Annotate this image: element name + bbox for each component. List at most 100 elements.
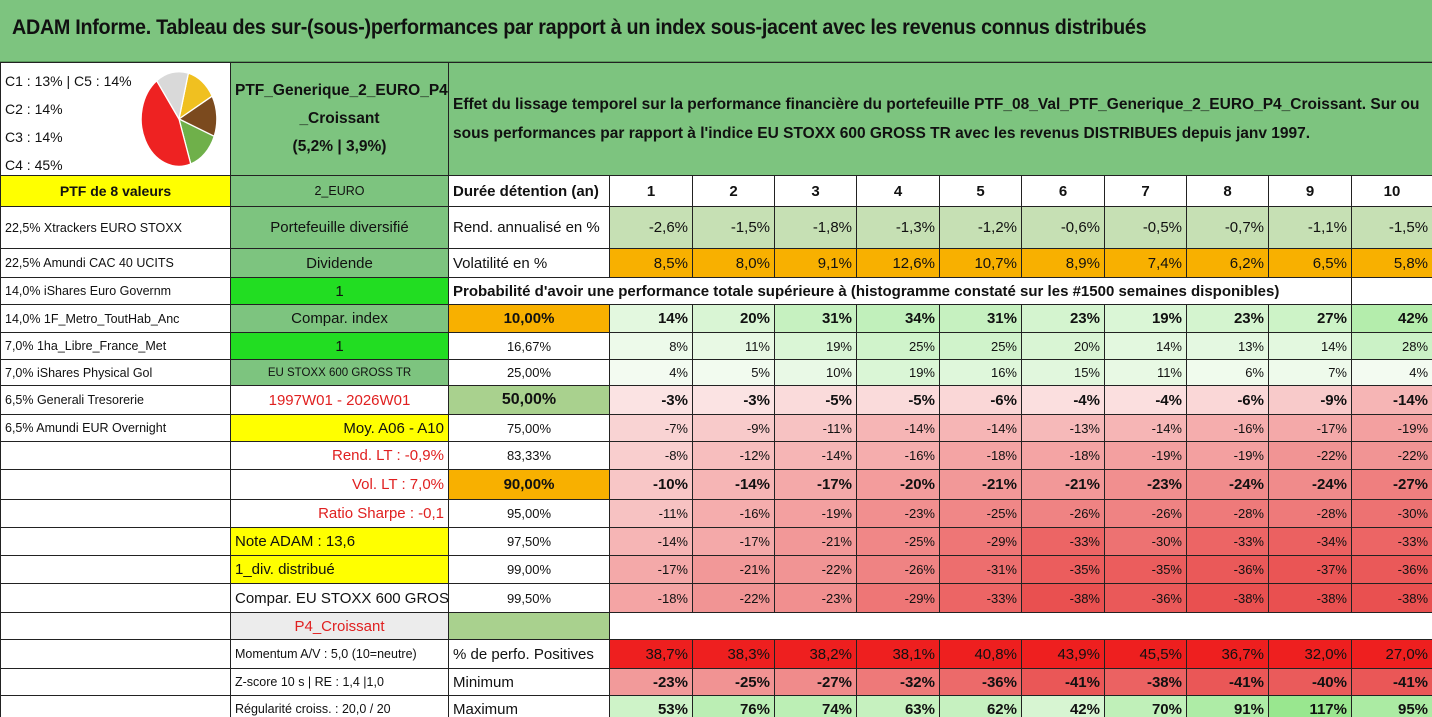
probability-value: -14% xyxy=(1350,385,1432,415)
rend-label: Rend. annualisé en % xyxy=(448,206,610,249)
probability-value: -23% xyxy=(774,583,857,613)
probability-value: -23% xyxy=(856,499,940,528)
maximum-value: 63% xyxy=(856,695,940,717)
holding: 6,5% Generali Tresorerie xyxy=(0,385,231,415)
rend-value: -1,3% xyxy=(856,206,940,249)
minimum-value: -38% xyxy=(1104,668,1187,696)
probability-value: -16% xyxy=(1186,414,1269,442)
year-header: 9 xyxy=(1268,175,1352,207)
maximum-label: Maximum xyxy=(448,695,610,717)
probability-value: -38% xyxy=(1350,583,1432,613)
probability-value: -19% xyxy=(774,499,857,528)
probability-value: 23% xyxy=(1021,304,1105,333)
minimum-value: -36% xyxy=(939,668,1022,696)
zscore: Z-score 10 s | RE : 1,4 |1,0 xyxy=(230,668,449,696)
probability-threshold: 90,00% xyxy=(448,469,610,500)
holding: 7,0% iShares Physical Gol xyxy=(0,359,231,386)
empty-cell xyxy=(0,695,231,717)
rend-value: -0,7% xyxy=(1186,206,1269,249)
probability-threshold: 95,00% xyxy=(448,499,610,528)
probability-value: -37% xyxy=(1268,555,1352,584)
pie-label: C3 : 14% xyxy=(5,129,63,145)
probability-value: -38% xyxy=(1186,583,1269,613)
positives-label: % de perfo. Positives xyxy=(448,639,610,669)
probability-value: 15% xyxy=(1021,359,1105,386)
probability-value: 4% xyxy=(609,359,693,386)
probability-value: -22% xyxy=(774,555,857,584)
probability-value: -14% xyxy=(1104,414,1187,442)
probability-threshold: 83,33% xyxy=(448,441,610,470)
compar-index-value: 1 xyxy=(230,332,449,360)
probability-value: 27% xyxy=(1268,304,1352,333)
pie-slice-c5 xyxy=(155,71,190,121)
minimum-label: Minimum xyxy=(448,668,610,696)
probability-value: -6% xyxy=(939,385,1022,415)
empty-cell xyxy=(0,639,231,669)
probability-label: Probabilité d'avoir une performance tota… xyxy=(448,277,1352,305)
probability-value: -12% xyxy=(692,441,775,470)
probability-value: -22% xyxy=(1268,441,1352,470)
probability-value: -38% xyxy=(1021,583,1105,613)
positives-value: 40,8% xyxy=(939,639,1022,669)
probability-value: -33% xyxy=(939,583,1022,613)
maximum-value: 62% xyxy=(939,695,1022,717)
year-header: 10 xyxy=(1350,175,1432,207)
probability-value: 20% xyxy=(1021,332,1105,360)
probability-value: -6% xyxy=(1186,385,1269,415)
probability-value: 28% xyxy=(1350,332,1432,360)
year-header: 6 xyxy=(1021,175,1105,207)
portfolio-currency: 2_EURO xyxy=(230,175,449,207)
year-header: 1 xyxy=(609,175,693,207)
vol-value: 10,7% xyxy=(939,248,1022,278)
probability-value: -30% xyxy=(1350,499,1432,528)
probability-threshold: 99,50% xyxy=(448,583,610,613)
probability-value: -25% xyxy=(856,527,940,556)
maximum-value: 42% xyxy=(1021,695,1105,717)
probability-value: -36% xyxy=(1350,555,1432,584)
probability-value: 8% xyxy=(609,332,693,360)
div-distrib: 1_div. distribué xyxy=(230,555,449,584)
empty-cell xyxy=(0,441,231,470)
portfolio-name-suffix: _Croissant xyxy=(299,110,380,127)
probability-value: -16% xyxy=(856,441,940,470)
portfolio-count: PTF de 8 valeurs xyxy=(0,175,231,207)
probability-value: -14% xyxy=(856,414,940,442)
empty-cell xyxy=(0,527,231,556)
holding: 14,0% iShares Euro Governm xyxy=(0,277,231,305)
probability-value: -16% xyxy=(692,499,775,528)
probability-value: -17% xyxy=(609,555,693,584)
vol-value: 8,0% xyxy=(692,248,775,278)
probability-value: 10% xyxy=(774,359,857,386)
probability-value: -29% xyxy=(939,527,1022,556)
probability-value: -21% xyxy=(692,555,775,584)
probability-value: 7% xyxy=(1268,359,1352,386)
empty-cell xyxy=(0,583,231,613)
probability-value: -18% xyxy=(939,441,1022,470)
report-title: ADAM Informe. Tableau des sur-(sous-)per… xyxy=(12,16,1147,39)
probability-value: -19% xyxy=(1350,414,1432,442)
rend-value: -2,6% xyxy=(609,206,693,249)
rend-value: -0,6% xyxy=(1021,206,1105,249)
minimum-value: -40% xyxy=(1268,668,1352,696)
probability-threshold: 25,00% xyxy=(448,359,610,386)
diversified-label: Portefeuille diversifié xyxy=(230,206,449,249)
probability-value: 6% xyxy=(1186,359,1269,386)
probability-threshold: 75,00% xyxy=(448,414,610,442)
allocation-pie-chart xyxy=(140,71,218,167)
period: 1997W01 - 2026W01 xyxy=(230,385,449,415)
vol-value: 8,5% xyxy=(609,248,693,278)
pie-label: C1 : 13% | C5 : 14% xyxy=(5,73,132,89)
holding: 14,0% 1F_Metro_ToutHab_Anc xyxy=(0,304,231,333)
vol-lt: Vol. LT : 7,0% xyxy=(230,469,449,500)
rend-value: -1,8% xyxy=(774,206,857,249)
probability-value: 11% xyxy=(692,332,775,360)
momentum: Momentum A/V : 5,0 (10=neutre) xyxy=(230,639,449,669)
probability-value: -14% xyxy=(692,469,775,500)
positives-value: 45,5% xyxy=(1104,639,1187,669)
positives-value: 27,0% xyxy=(1350,639,1432,669)
empty-cell xyxy=(0,668,231,696)
probability-value: -21% xyxy=(939,469,1022,500)
performance-table: C1 : 13% | C5 : 14% C2 : 14% C3 : 14% C4… xyxy=(0,62,1432,717)
probability-value: -35% xyxy=(1021,555,1105,584)
